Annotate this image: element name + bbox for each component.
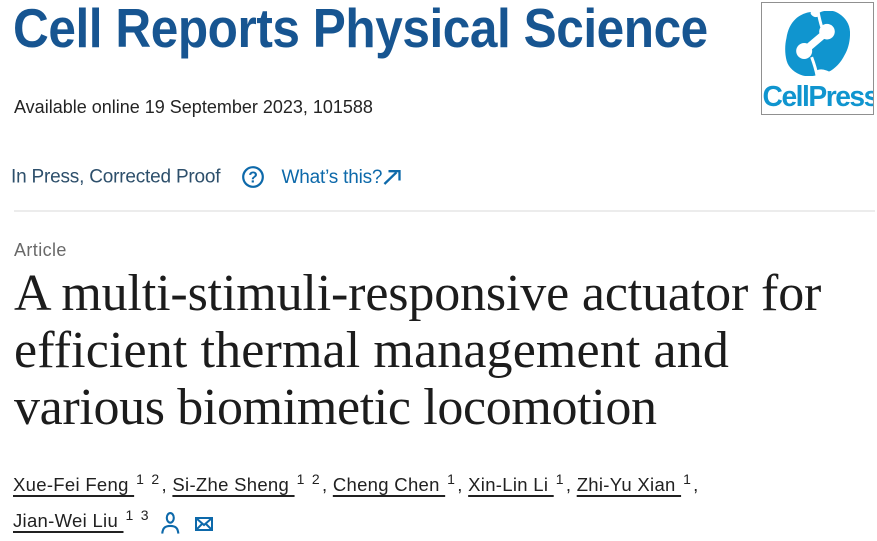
svg-text:?: ?: [249, 169, 258, 186]
